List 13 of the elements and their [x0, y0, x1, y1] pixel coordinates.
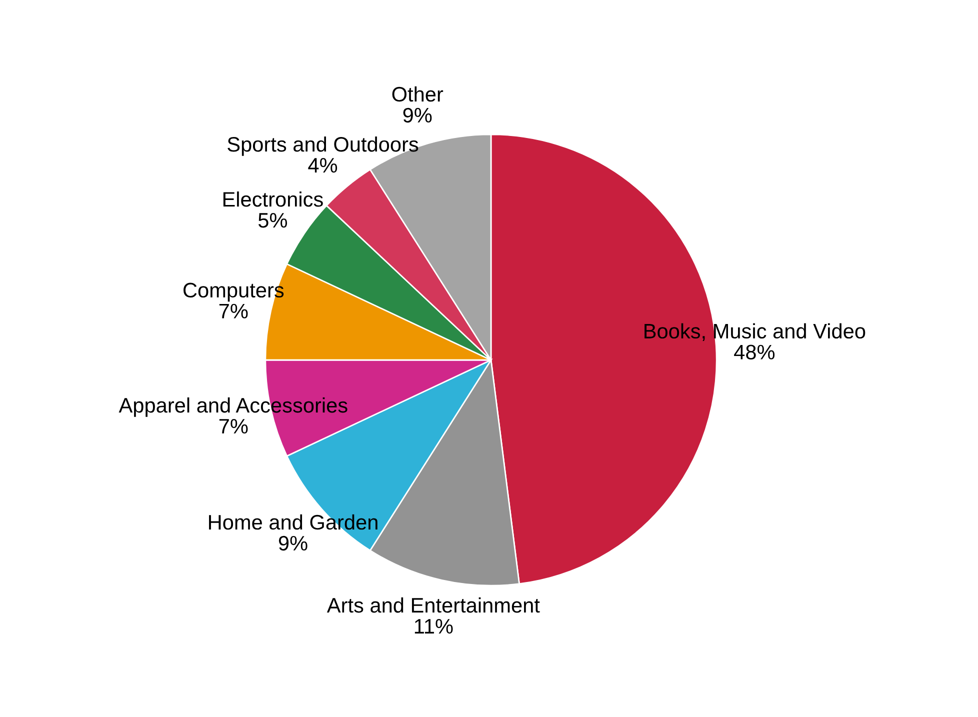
- slice-label: Electronics: [223, 191, 323, 207]
- slice-label: Other: [392, 86, 444, 102]
- data-label: 11%: [414, 618, 453, 634]
- slice-label: Arts and Entertainment: [326, 597, 540, 613]
- data-label: 5%: [258, 213, 288, 228]
- data-label: 7%: [219, 304, 248, 318]
- data-label: 9%: [278, 536, 308, 551]
- data-label: 9%: [403, 108, 432, 123]
- data-label: 4%: [308, 158, 338, 173]
- data-label: 48%: [734, 344, 775, 360]
- data-label: 7%: [219, 418, 248, 434]
- slice-label: Sports and Outdoors: [228, 136, 418, 156]
- slice-label: Books, Music and Video: [644, 323, 866, 342]
